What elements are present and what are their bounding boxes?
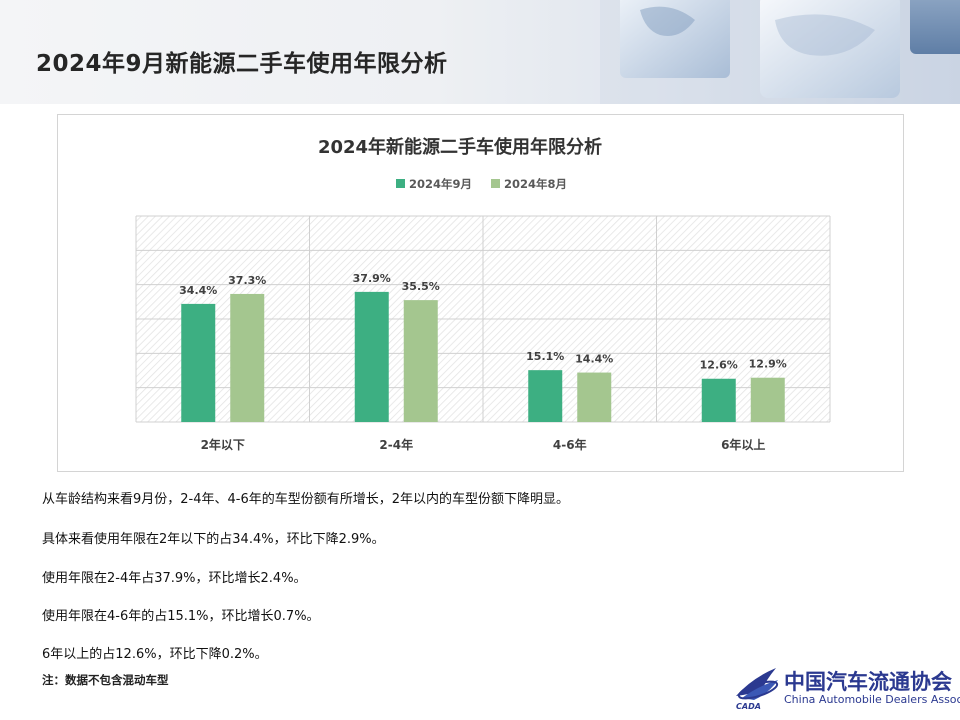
category-label: 2年以下 [201, 437, 245, 452]
data-label: 15.1% [526, 350, 564, 363]
bar-sep-3 [701, 378, 736, 422]
bar-aug-0 [230, 293, 265, 422]
note-line: 6年以上的占12.6%，环比下降0.2%。 [42, 647, 268, 662]
cada-logo: CADA 中国汽车流通协会 China Automobile Dealers A… [732, 660, 960, 712]
data-label: 37.9% [353, 272, 391, 285]
bar-chart: 2024年新能源二手车使用年限分析 2024年9月 2024年8月 34.4%3… [135, 136, 831, 452]
svg-text:CADA: CADA [736, 702, 761, 710]
cada-emblem-icon: CADA [736, 668, 779, 710]
logo-name-cn: 中国汽车流通协会 [784, 669, 952, 694]
legend-swatch-aug [491, 179, 500, 188]
bar-sep-0 [181, 303, 216, 422]
category-label: 4-6年 [553, 437, 587, 452]
note-line: 具体来看使用年限在2年以下的占34.4%，环比下降2.9%。 [42, 532, 385, 547]
legend-label-sep: 2024年9月 [409, 177, 472, 191]
data-labels: 34.4% 37.3% 37.9% 35.5% 15.1% 14.4% 12.6% 12.9% [179, 272, 787, 372]
data-label: 34.4% [179, 284, 217, 297]
category-labels: 2年以下 2-4年 4-6年 6年以上 [201, 437, 766, 452]
logo-name-en: China Automobile Dealers Association [784, 693, 960, 706]
legend-swatch-sep [396, 179, 405, 188]
data-label: 12.9% [749, 358, 787, 371]
bar-sep-2 [528, 370, 563, 422]
bar-aug-3 [750, 377, 785, 422]
note-line: 使用年限在2-4年占37.9%，环比增长2.4%。 [42, 571, 307, 586]
chart-title: 2024年新能源二手车使用年限分析 [318, 136, 602, 158]
note-line: 使用年限在4-6年的占15.1%，环比增长0.7%。 [42, 609, 320, 624]
category-label: 6年以上 [721, 437, 765, 452]
page-title: 2024年9月新能源二手车使用年限分析 [36, 51, 448, 77]
header-cube-graphic [600, 0, 960, 104]
data-label: 35.5% [402, 280, 440, 293]
bar-sep-1 [354, 291, 389, 422]
category-label: 2-4年 [379, 437, 413, 452]
data-label: 37.3% [228, 274, 266, 287]
bars [181, 291, 785, 422]
footnote: 注：数据不包含混动车型 [42, 673, 169, 687]
legend-label-aug: 2024年8月 [504, 177, 567, 191]
chart-panel: 2024年新能源二手车使用年限分析 2024年9月 2024年8月 34.4% 3… [57, 114, 904, 472]
chart-legend: 2024年9月 2024年8月 [396, 177, 567, 191]
data-label: 12.6% [700, 359, 738, 372]
bar-aug-1 [403, 300, 438, 422]
note-line: 从车龄结构来看9月份，2-4年、4-6年的车型份额有所增长，2年以内的车型份额下… [42, 492, 570, 507]
bar-aug-2 [577, 372, 612, 422]
header-band: 2024年9月新能源二手车使用年限分析 [0, 0, 960, 104]
data-label: 14.4% [575, 353, 613, 366]
